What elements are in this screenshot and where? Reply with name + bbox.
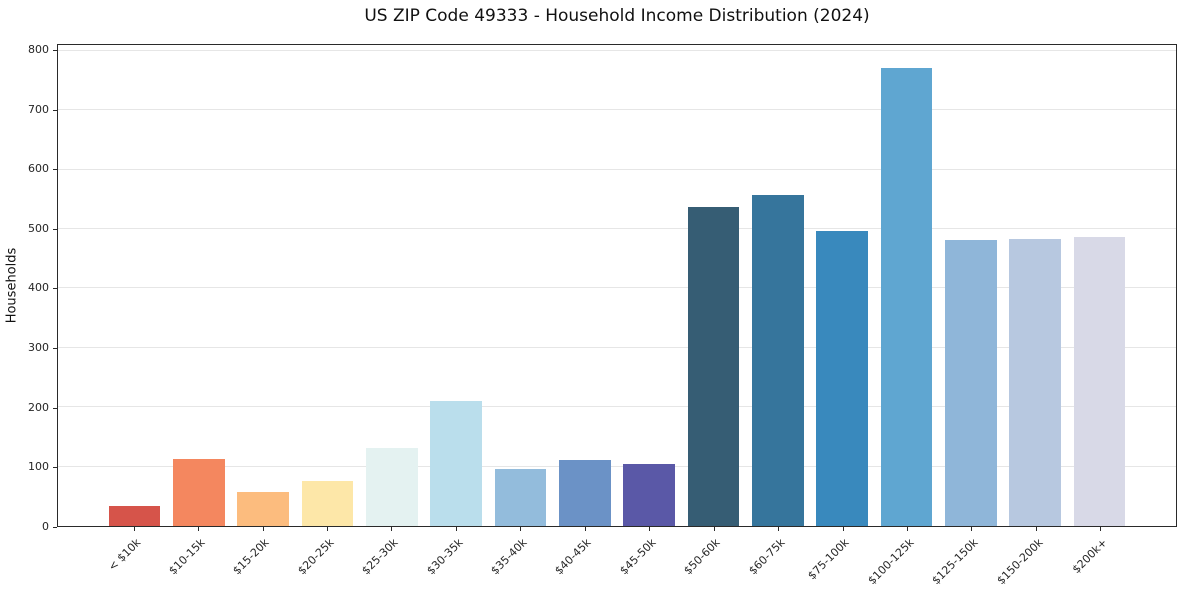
x-tick-label-$45-50k: $45-50k: [617, 536, 659, 578]
x-tick-mark: [649, 527, 651, 531]
gridline-700: [58, 109, 1176, 111]
bar-$150-200k: [1009, 238, 1061, 526]
y-tick-label-400: 400: [28, 281, 49, 295]
bar-$35-40k: [494, 469, 547, 526]
x-tick-mark: [842, 527, 844, 531]
y-tick-label-0: 0: [42, 520, 49, 533]
x-tick-mark: [971, 527, 973, 531]
x-tick-mark: [262, 527, 264, 531]
bar-$20-25k: [301, 481, 354, 526]
gridline-300: [58, 346, 1176, 348]
y-tick-label-300: 300: [28, 341, 49, 355]
y-tick-label-800: 800: [28, 42, 49, 56]
x-tick-label-$50-60k: $50-60k: [681, 536, 723, 578]
gridline-400: [58, 287, 1176, 289]
bar-$75-100k: [816, 231, 868, 526]
x-tick-mark: [713, 527, 715, 531]
x-tick-mark: [198, 527, 200, 531]
y-tick-label-100: 100: [28, 460, 49, 474]
bar-$25-30k: [366, 448, 418, 526]
x-tick-label-$25-30k: $25-30k: [359, 536, 401, 578]
x-tick-mark: [391, 527, 393, 531]
gridline-200: [58, 406, 1176, 408]
y-tick-mark: [53, 288, 57, 290]
x-tick-mark: [906, 527, 908, 531]
gridline-100: [58, 465, 1176, 467]
x-tick-mark: [778, 527, 780, 531]
bar-$100-125k: [880, 68, 933, 526]
x-tick-mark: [520, 527, 522, 531]
x-tick-label-$75-100k: $75-100k: [805, 536, 852, 583]
x-tick-label-$200k+: $200k+: [1069, 536, 1110, 577]
y-tick-mark: [53, 467, 57, 469]
x-tick-label-$60-75k: $60-75k: [746, 536, 788, 578]
x-tick-label-$125-150k: $125-150k: [929, 536, 981, 588]
bar-$30-35k: [430, 401, 482, 526]
bar-$200k+: [1073, 237, 1126, 526]
bar-$45-50k: [623, 464, 675, 526]
x-tick-label-$40-45k: $40-45k: [552, 536, 594, 578]
bar-$60-75k: [752, 194, 804, 526]
y-tick-mark: [53, 109, 57, 111]
gridline-500: [58, 228, 1176, 230]
bar-< $10k: [108, 506, 161, 526]
chart-title: US ZIP Code 49333 - Household Income Dis…: [364, 6, 870, 26]
y-tick-mark: [53, 49, 57, 51]
y-tick-label-700: 700: [28, 102, 49, 116]
x-tick-label-$20-25k: $20-25k: [294, 536, 337, 578]
x-tick-label-$15-20k: $15-20k: [230, 536, 272, 578]
y-tick-mark: [53, 169, 57, 171]
x-tick-mark: [133, 527, 135, 531]
y-tick-mark: [53, 348, 57, 350]
x-tick-label-$10-15k: $10-15k: [166, 536, 208, 578]
x-tick-mark: [327, 527, 328, 531]
gridline-800: [58, 49, 1176, 51]
bar-$15-20k: [237, 492, 289, 526]
bar-$40-45k: [559, 460, 611, 526]
x-tick-label-$150-200k: $150-200k: [993, 536, 1046, 588]
plot-area: [57, 44, 1177, 527]
bar-$125-150k: [945, 240, 997, 526]
x-tick-label-$30-35k: $30-35k: [423, 536, 466, 578]
y-tick-mark: [53, 228, 57, 230]
y-tick-mark: [53, 527, 57, 528]
x-tick-label-$35-40k: $35-40k: [488, 536, 530, 578]
y-tick-label-500: 500: [28, 221, 49, 235]
bar-$50-60k: [687, 206, 740, 526]
y-tick-label-600: 600: [28, 162, 49, 176]
bar-$10-15k: [173, 458, 225, 526]
x-tick-mark: [584, 527, 586, 531]
x-tick-mark: [455, 527, 457, 531]
x-tick-mark: [1100, 527, 1102, 531]
x-tick-label-< $10k: < $10k: [105, 536, 143, 574]
y-tick-mark: [53, 407, 57, 409]
gridline-600: [58, 168, 1176, 170]
y-tick-label-200: 200: [28, 400, 49, 414]
x-tick-label-$100-125k: $100-125k: [865, 536, 917, 588]
x-tick-mark: [1035, 527, 1037, 531]
